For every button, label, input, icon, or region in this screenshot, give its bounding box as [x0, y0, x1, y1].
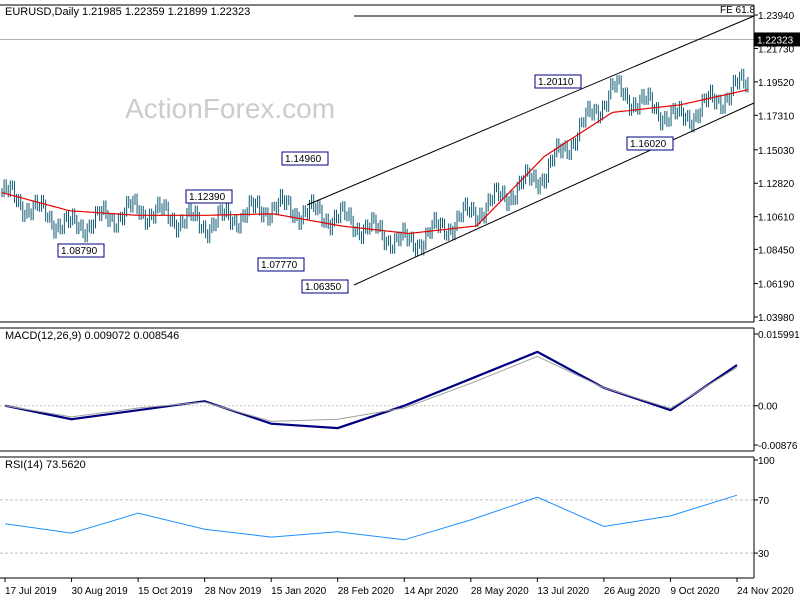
macd-y-tick: -0.00876 [758, 441, 798, 452]
x-tick-label: 24 Nov 2020 [737, 586, 794, 597]
x-tick-label: 17 Jul 2019 [5, 586, 57, 597]
price-y-tick: 1.19520 [758, 78, 795, 89]
x-tick-label: 13 Jul 2020 [537, 586, 589, 597]
annotation-label: 1.12390 [189, 192, 226, 203]
rsi-panel: 100 70 30 [0, 456, 775, 560]
channel-upper [306, 15, 755, 206]
rsi-y-tick: 30 [758, 549, 770, 560]
price-y-tick: 1.06190 [758, 280, 795, 291]
annotation-box [257, 257, 305, 272]
macd-header: MACD(12,26,9) 0.009072 0.008546 [5, 330, 179, 342]
rsi-y-tick: 100 [758, 456, 775, 467]
x-tick-label: 26 Aug 2020 [604, 586, 661, 597]
price-panel: 1.23940 1.21730 1.19520 1.17310 1.15030 1.128… [0, 11, 800, 324]
annotation-box [534, 74, 582, 89]
price-y-tick: 1.03980 [758, 313, 795, 324]
price-y-tick: 1.15030 [758, 146, 795, 157]
x-tick-label: 28 May 2020 [471, 586, 529, 597]
price-header: EURUSD,Daily 1.21985 1.22359 1.21899 1.2… [5, 6, 250, 18]
annotation-box [626, 136, 674, 151]
price-y-tick: 1.10610 [758, 213, 795, 224]
annotation-box [185, 189, 233, 204]
annotation-label: 1.07770 [261, 260, 298, 271]
x-tick-label: 15 Oct 2019 [138, 586, 193, 597]
x-tick-label: 30 Aug 2019 [72, 586, 129, 597]
annotation-box [301, 279, 349, 294]
price-y-tick: 1.21730 [758, 44, 795, 55]
annotation-label: 1.06350 [305, 282, 342, 293]
x-tick-label: 15 Jan 2020 [271, 586, 326, 597]
macd-panel: 0.015991 0.00 -0.00876 [0, 330, 800, 452]
price-y-tick: 1.08450 [758, 245, 795, 256]
annotation-box [281, 151, 329, 166]
current-price-label: 1.22323 [757, 35, 794, 46]
x-tick-label: 14 Apr 2020 [404, 586, 458, 597]
macd-y-tick: 0.015991 [758, 330, 800, 341]
rsi-header: RSI(14) 73.5620 [5, 459, 86, 471]
macd-line [4, 350, 738, 430]
rsi-y-tick: 70 [758, 496, 770, 507]
annotation-label: 1.16020 [630, 139, 667, 150]
price-y-tick: 1.17310 [758, 111, 795, 122]
annotation-label: 1.14960 [285, 154, 322, 165]
channel-lower [353, 102, 755, 286]
macd-y-tick: 0.00 [758, 402, 778, 413]
x-tick-label: 28 Nov 2019 [205, 586, 262, 597]
rsi-line [4, 494, 738, 541]
annotation-label: 1.20110 [538, 77, 574, 88]
fe-label: FE 61.8 [720, 5, 755, 16]
current-price-box [754, 32, 800, 47]
x-tick-label: 28 Feb 2020 [338, 586, 395, 597]
price-y-tick: 1.23940 [758, 11, 795, 22]
price-y-tick: 1.12820 [758, 179, 795, 190]
annotation-box [57, 243, 105, 258]
x-tick-label: 9 Oct 2020 [670, 586, 719, 597]
signal-line [4, 355, 738, 422]
annotation-label: 1.08790 [61, 246, 98, 257]
moving-average-line [1, 89, 749, 235]
watermark: ActionForex.com [125, 93, 335, 124]
